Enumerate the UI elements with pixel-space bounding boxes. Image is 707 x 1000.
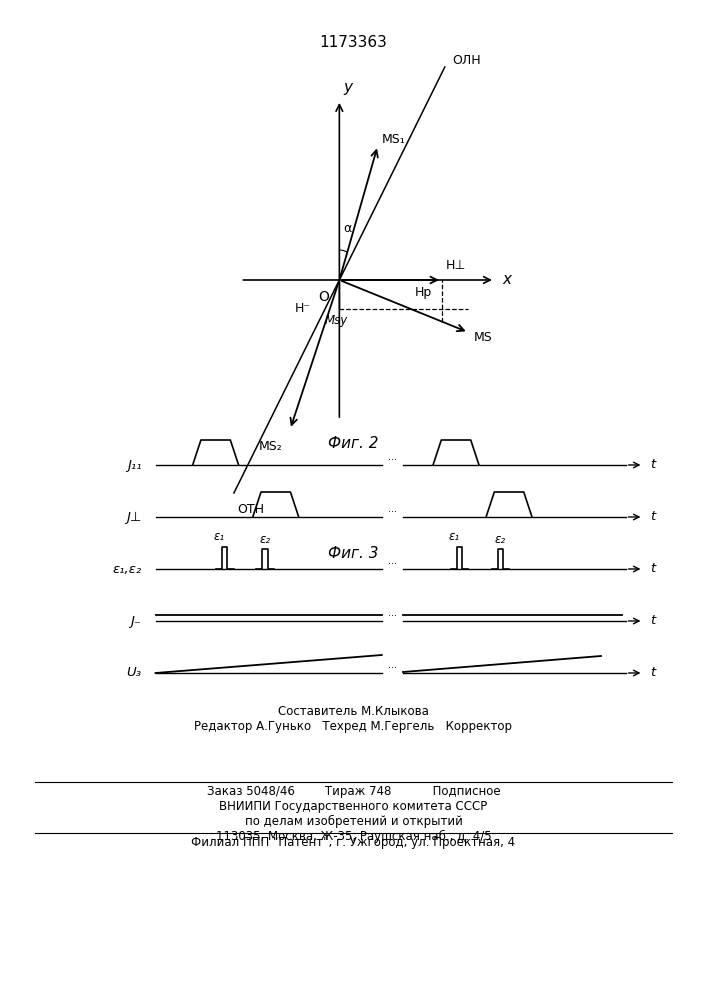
Text: ВНИИПИ Государственного комитета СССР: ВНИИПИ Государственного комитета СССР [219,800,488,813]
Text: 113035, Москва, Ж-35, Раушская наб., д. 4/5: 113035, Москва, Ж-35, Раушская наб., д. … [216,830,491,843]
Text: Филиал ППП "Патент", г. Ужгород, ул. Проектная, 4: Филиал ППП "Патент", г. Ужгород, ул. Про… [192,836,515,849]
Text: t: t [650,562,655,575]
Text: J₁₁: J₁₁ [127,458,141,472]
Text: Hp: Hp [414,286,431,299]
Text: H⁻: H⁻ [295,302,311,315]
Text: Фиг. 2: Фиг. 2 [328,436,379,450]
Text: α: α [344,222,352,235]
Text: t: t [650,666,655,680]
Text: Msy: Msy [325,314,347,327]
Text: MS: MS [474,331,493,344]
Text: MS₁: MS₁ [381,133,405,146]
Text: Фиг. 3: Фиг. 3 [328,546,379,560]
Text: ε₂: ε₂ [259,533,271,546]
Text: U₃: U₃ [127,666,141,680]
Text: Составитель М.Клыкова: Составитель М.Клыкова [278,705,429,718]
Text: H⊥: H⊥ [445,259,466,272]
Text: Заказ 5048/46        Тираж 748           Подписное: Заказ 5048/46 Тираж 748 Подписное [206,785,501,798]
Text: ОЛН: ОЛН [452,54,481,67]
Text: t: t [650,510,655,523]
Text: ε₁,ε₂: ε₁,ε₂ [112,562,141,575]
Text: ε₂: ε₂ [495,533,506,546]
Text: t: t [650,458,655,472]
Text: y: y [343,80,352,95]
Text: MS₂: MS₂ [259,440,283,453]
Text: x: x [502,272,511,288]
Text: Редактор А.Гунько   Техред М.Гергель   Корректор: Редактор А.Гунько Техред М.Гергель Корре… [194,720,513,733]
Text: ...: ... [388,556,397,566]
Text: ε₁: ε₁ [214,530,225,543]
Text: ...: ... [388,504,397,514]
Text: J₋: J₋ [131,614,141,628]
Text: ...: ... [388,660,397,670]
Text: ...: ... [388,452,397,462]
Text: 1173363: 1173363 [320,35,387,50]
Text: O: O [318,290,329,304]
Text: ОТН: ОТН [238,503,264,516]
Text: ...: ... [388,608,397,618]
Text: t: t [650,614,655,628]
Text: J⊥: J⊥ [126,510,141,523]
Text: ε₁: ε₁ [448,530,460,543]
Text: по делам изобретений и открытий: по делам изобретений и открытий [245,815,462,828]
